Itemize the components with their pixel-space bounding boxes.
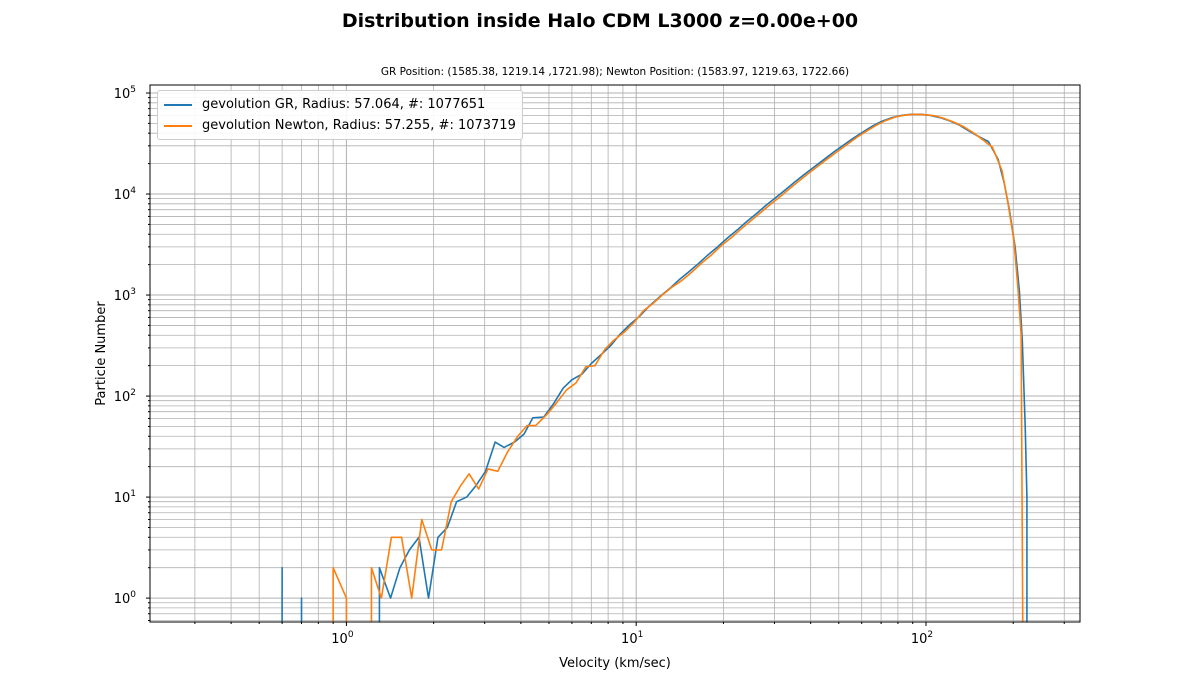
legend-label-gr: gevolution GR, Radius: 57.064, #: 107765…: [202, 97, 486, 112]
series-line-gr: [281, 113, 1028, 622]
y-tick-label: 105: [114, 85, 136, 102]
series-layer: [281, 113, 1028, 622]
chart-subtitle: GR Position: (1585.38, 1219.14 ,1721.98)…: [380, 66, 850, 78]
y-tick-label: 102: [114, 388, 136, 405]
ticks-layer: 100 101 102 100 101 102 103 104 105: [114, 85, 1065, 647]
grid-layer: [150, 85, 1080, 622]
x-tick-label: 100: [331, 630, 354, 647]
legend-label-newton: gevolution Newton, Radius: 57.255, #: 10…: [202, 118, 516, 133]
legend: gevolution GR, Radius: 57.064, #: 107765…: [157, 90, 523, 140]
chart-title: Distribution inside Halo CDM L3000 z=0.0…: [341, 10, 859, 32]
y-tick-label: 104: [114, 186, 137, 203]
series-line-newton: [332, 113, 1024, 622]
plot-frame: [149, 84, 1081, 623]
y-tick-label: 103: [114, 287, 136, 304]
legend-entry-gr: gevolution GR, Radius: 57.064, #: 107765…: [162, 94, 516, 115]
legend-swatch-newton: [164, 124, 192, 127]
y-axis-label: Particle Number: [94, 301, 109, 406]
x-axis-label: Velocity (km/sec): [559, 656, 671, 671]
legend-entry-newton: gevolution Newton, Radius: 57.255, #: 10…: [162, 115, 516, 136]
y-tick-label: 100: [114, 590, 137, 607]
x-tick-label: 102: [911, 630, 933, 647]
x-tick-label: 101: [621, 630, 643, 647]
y-tick-label: 101: [114, 489, 136, 506]
legend-swatch-gr: [164, 103, 192, 106]
